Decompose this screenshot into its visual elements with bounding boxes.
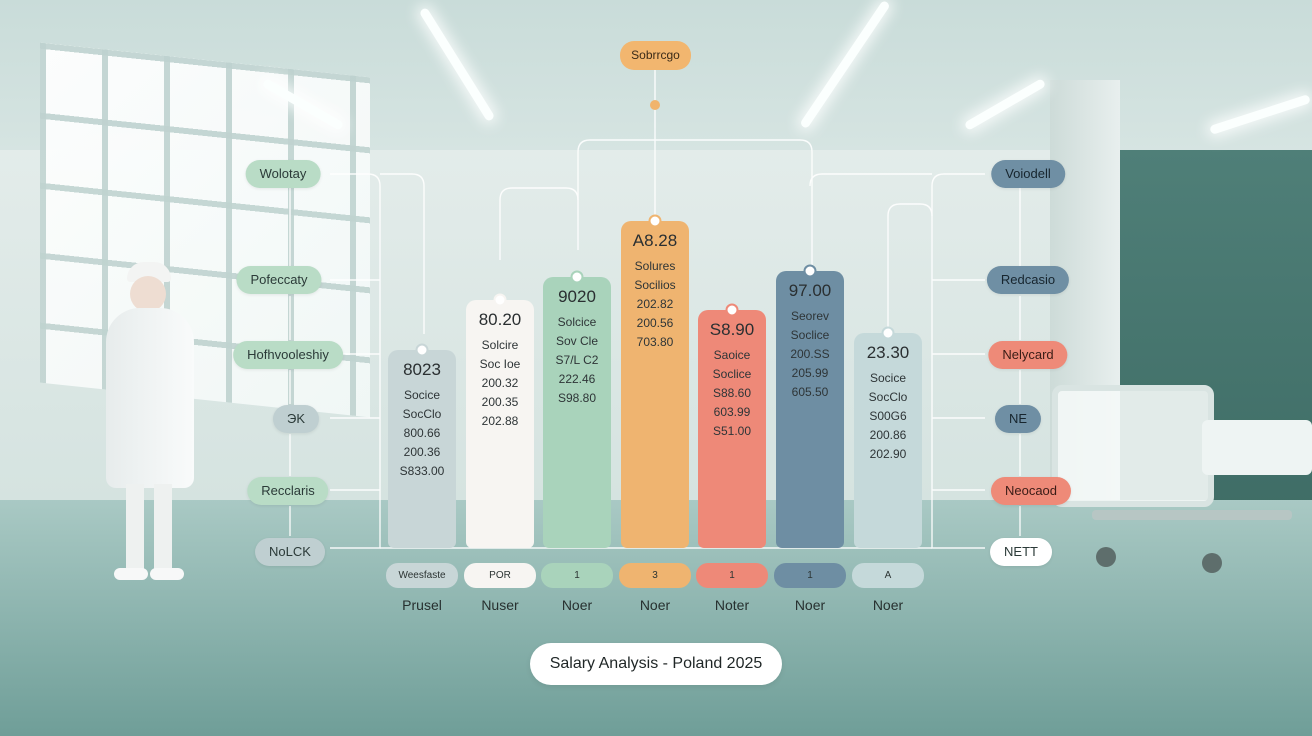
bar-detail-line: Soc Ioe: [479, 357, 521, 371]
category-chip: A: [852, 563, 924, 588]
bar-node: [648, 214, 662, 228]
bar-detail-line: S00G6: [869, 409, 907, 423]
bar-detail-line: 202.88: [481, 414, 519, 428]
bar-detail-line: 200.56: [636, 316, 674, 330]
bar-1: 8023 Socice SocClo 800.66 200.36 S833.00: [388, 350, 456, 548]
nurse-figure: [100, 262, 200, 582]
bar-detail-line: 202.82: [636, 297, 674, 311]
bar-value-label: 80.20: [478, 310, 522, 329]
bar-value-label: 8023: [403, 360, 441, 379]
bar-node: [493, 293, 507, 307]
bar-detail-line: 222.46: [558, 372, 596, 386]
category-label: Prusel: [402, 597, 442, 613]
top-node: [650, 100, 660, 110]
category-chip: 3: [619, 563, 691, 588]
bar-value-label: A8.28: [632, 231, 678, 250]
left-label: Pofeccaty: [236, 266, 322, 294]
category-chip: 1: [696, 563, 768, 588]
bar-detail-line: S833.00: [399, 464, 445, 478]
bar-detail-line: Sov Cle: [555, 334, 599, 348]
bar-detail-line: Saoice: [713, 348, 751, 362]
bar-detail-line: Socice: [869, 371, 907, 385]
bar-detail-line: Solcice: [557, 315, 597, 329]
top-label: Sobrrcgo: [620, 41, 691, 70]
bar-node: [570, 270, 584, 284]
bar-detail-line: S51.00: [712, 424, 752, 438]
category-chip: 1: [541, 563, 613, 588]
bar-detail-line: 605.50: [791, 385, 829, 399]
bar-detail-line: Solures: [634, 259, 676, 273]
right-label: Nelycard: [988, 341, 1068, 369]
right-label: Redcasio: [986, 266, 1070, 294]
bar-detail-line: 205.99: [791, 366, 829, 380]
left-label: ЭK: [272, 405, 320, 433]
bar-detail-line: Solcire: [481, 338, 519, 352]
bar-node: [725, 303, 739, 317]
bar-6: 97.00 Seorev Soclice 200.SS 205.99 605.50: [776, 271, 844, 548]
bar-detail-line: Soclice: [790, 328, 830, 342]
right-label: Voiodell: [991, 160, 1065, 188]
chart-title: Salary Analysis - Poland 2025: [530, 643, 782, 685]
bar-value-label: S8.90: [709, 320, 755, 339]
category-chip: POR: [464, 563, 536, 588]
bar-node: [881, 326, 895, 340]
left-label: Wolotay: [245, 160, 321, 188]
bar-3: 9020 Solcice Sov Cle S7/L C2 222.46 S98.80: [543, 277, 611, 548]
left-label: Recclaris: [247, 477, 329, 505]
bar-detail-line: SocClo: [402, 407, 442, 421]
bar-detail-line: S7/L C2: [555, 353, 599, 367]
bar-detail-line: Socilios: [634, 278, 676, 292]
bar-detail-line: 200.SS: [790, 347, 830, 361]
left-label: Hofhvooleshiy: [233, 341, 343, 369]
bar-5: S8.90 Saoice Soclice S88.60 603.99 S51.00: [698, 310, 766, 548]
bar-detail-line: SocClo: [868, 390, 908, 404]
bar-node: [415, 343, 429, 357]
category-label: Noer: [639, 597, 671, 613]
bar-detail-line: 703.80: [636, 335, 674, 349]
category-label: Nuser: [481, 597, 519, 613]
bar-7: 23.30 Socice SocClo S00G6 200.86 202.90: [854, 333, 922, 548]
category-chip: Weesfaste: [386, 563, 458, 588]
hospital-bed: [1052, 385, 1312, 575]
bar-detail-line: Seorev: [790, 309, 830, 323]
category-label: Noer: [561, 597, 593, 613]
bar-detail-line: S88.60: [712, 386, 752, 400]
bar-4: A8.28 Solures Socilios 202.82 200.56 703.80: [621, 221, 689, 548]
bar-detail-line: 603.99: [713, 405, 751, 419]
bar-detail-line: 202.90: [869, 447, 907, 461]
bar-detail-line: 200.86: [869, 428, 907, 442]
bar-detail-line: 200.32: [481, 376, 519, 390]
bar-detail-line: 200.35: [481, 395, 519, 409]
category-label: Noer: [872, 597, 904, 613]
category-chip: 1: [774, 563, 846, 588]
category-label: Noter: [714, 597, 750, 613]
right-label: NE: [994, 405, 1042, 433]
category-label: Noer: [794, 597, 826, 613]
bar-value-label: 97.00: [788, 281, 832, 300]
bar-2: 80.20 Solcire Soc Ioe 200.32 200.35 202.88: [466, 300, 534, 548]
left-label: NoLCK: [255, 538, 325, 566]
bar-node: [803, 264, 817, 278]
right-label: NETT: [990, 538, 1052, 566]
bar-detail-line: Socice: [403, 388, 441, 402]
bar-detail-line: Soclice: [712, 367, 752, 381]
bar-detail-line: 800.66: [403, 426, 441, 440]
bar-detail-line: 200.36: [403, 445, 441, 459]
bar-detail-line: S98.80: [557, 391, 597, 405]
bar-value-label: 9020: [558, 287, 596, 306]
bar-value-label: 23.30: [866, 343, 910, 362]
right-label: Neocaod: [990, 477, 1072, 505]
